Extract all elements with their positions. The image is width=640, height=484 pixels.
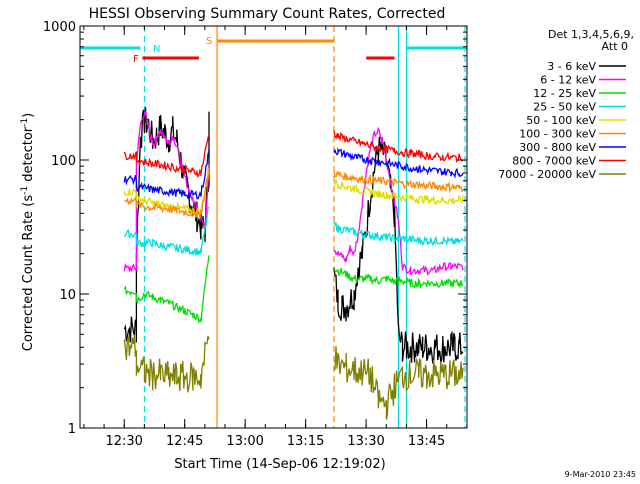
plot-area: N S F 1 10 100 1000 12:30 12:45 13:00 13:15 13:30 13… [43,20,468,449]
series-line-3 [123,206,464,256]
series-line-2 [123,255,464,324]
x-axis-label: Start Time (14-Sep-06 12:19:02) [174,457,385,472]
legend-header-2: Att 0 [602,40,628,53]
series-line-5 [123,170,463,219]
legend-label-0: 3 - 6 keV [547,60,596,73]
y-axis-label: Corrected Count Rate (s-1 detector-1) [20,113,36,351]
legend-label-2: 12 - 25 keV [533,87,596,100]
flag-label-F: F [133,54,139,65]
legend-header-1: Det 1,3,4,5,6,9, [548,28,634,41]
flag-label-N: N [153,44,160,55]
legend-label-6: 300 - 800 keV [519,141,596,154]
flag-label-S: S [206,36,212,47]
legend-label-5: 100 - 300 keV [519,128,596,141]
series-line-8 [123,334,464,420]
y-tick-label-0: 1 [68,422,76,437]
x-tick-label-2: 13:00 [226,434,263,449]
chart-title: HESSI Observing Summary Count Rates, Cor… [89,6,446,22]
legend-label-3: 25 - 50 keV [533,101,596,114]
legend-label-4: 50 - 100 keV [526,114,596,127]
legend-label-1: 6 - 12 keV [540,74,596,87]
footer-date: 9-Mar-2010 23:45 [565,470,636,479]
plot-frame [79,25,468,429]
y-tick-label-2: 100 [51,154,76,169]
series-line-4 [123,167,464,217]
series-line-6 [123,147,464,200]
legend-label-7: 800 - 7000 keV [512,155,596,168]
legend-label-8: 7000 - 20000 keV [498,168,596,181]
y-tick-label-3: 1000 [43,20,76,35]
x-tick-label-3: 13:15 [287,434,324,449]
y-tick-label-1: 10 [59,288,76,303]
series-line-1 [123,111,464,276]
x-tick-label-4: 13:30 [347,434,384,449]
x-tick-label-0: 12:30 [105,434,142,449]
series-line-7 [123,130,464,179]
x-tick-label-1: 12:45 [166,434,203,449]
x-tick-label-5: 13:45 [408,434,445,449]
